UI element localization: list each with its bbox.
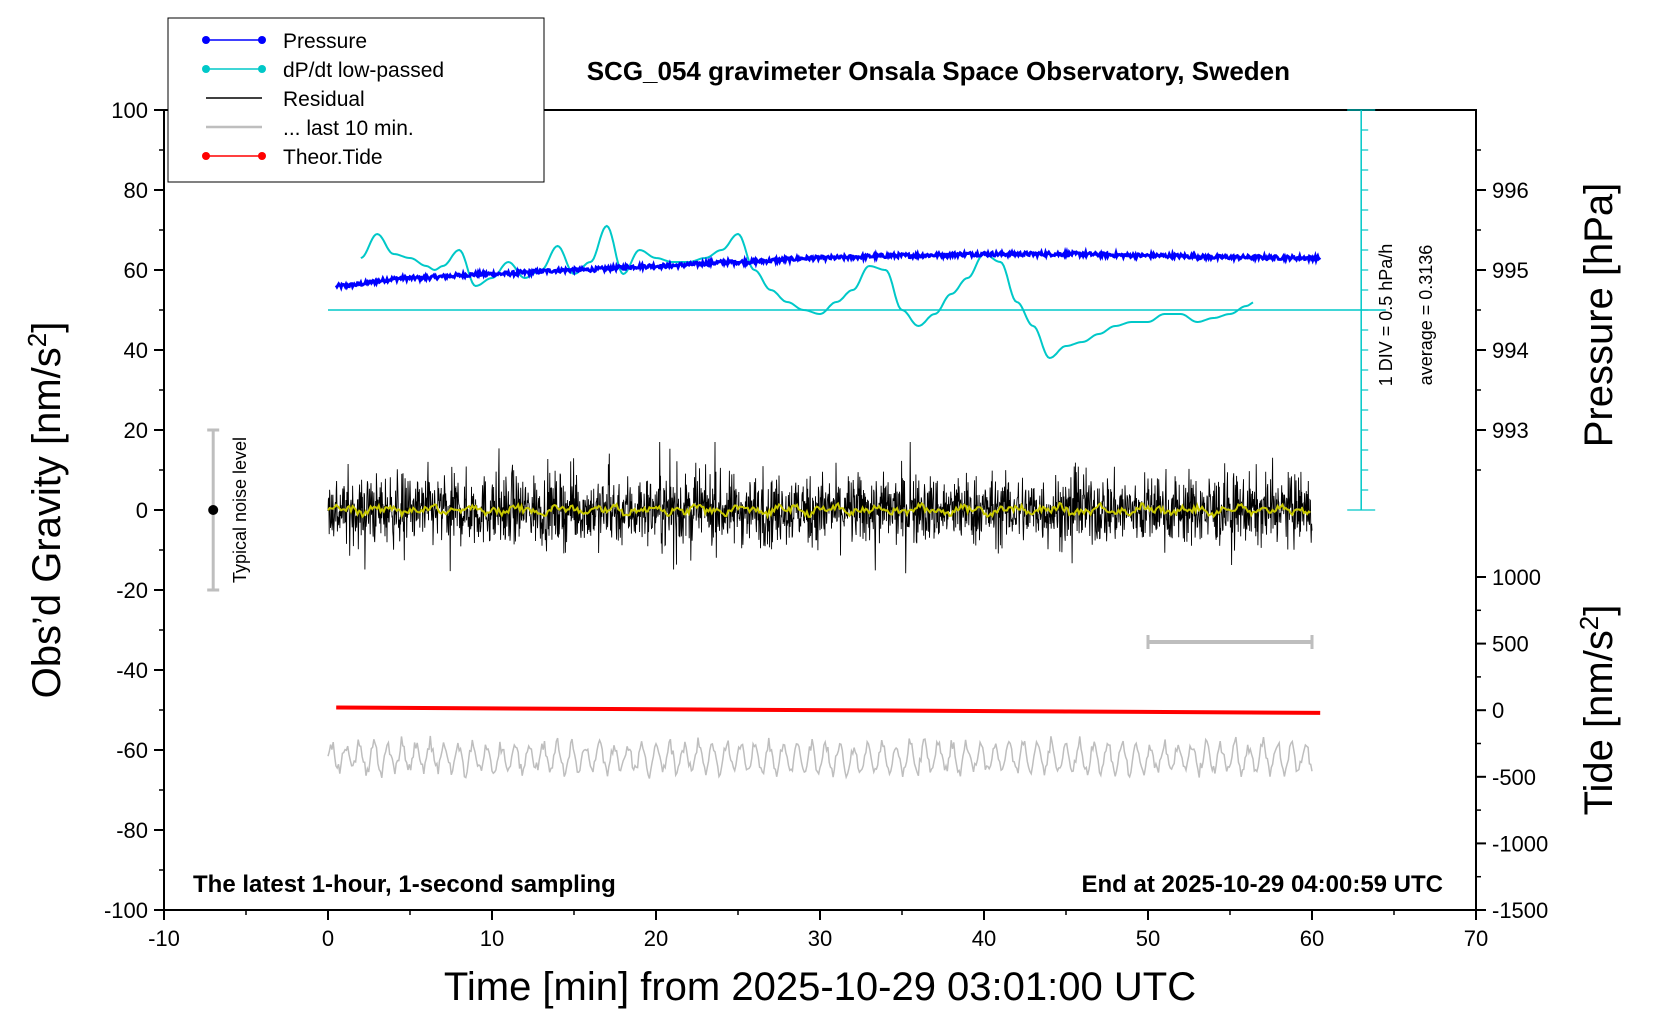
tide-tick-label: 0 — [1492, 698, 1504, 723]
x-tick-label: 40 — [972, 926, 996, 951]
y-tick-label: 60 — [124, 258, 148, 283]
tide-tick-label: -1500 — [1492, 898, 1548, 923]
x-tick-label: -10 — [148, 926, 180, 951]
y-tick-label: 80 — [124, 178, 148, 203]
average-label: average = 0.3136 — [1416, 245, 1436, 386]
x-tick-label: 10 — [480, 926, 504, 951]
note-bottom-right: End at 2025-10-29 04:00:59 UTC — [1082, 871, 1444, 898]
x-tick-label: 50 — [1136, 926, 1160, 951]
y-axis-pressure: 993 994 995 996 — [1476, 149, 1529, 471]
noise-level-label: Typical noise level — [230, 437, 250, 583]
series-dpdt — [360, 224, 1254, 360]
x-tick-label: 70 — [1464, 926, 1488, 951]
legend-label: Pressure — [283, 30, 367, 53]
noise-bar-center — [208, 505, 219, 515]
note-bottom-left: The latest 1-hour, 1-second sampling — [193, 871, 616, 898]
pressure-tick-label: 995 — [1492, 258, 1529, 283]
series-residual-lowpass — [327, 501, 1311, 520]
legend-label: Theor.Tide — [283, 146, 383, 169]
legend-label: dP/dt low-passed — [283, 59, 444, 82]
legend-box — [167, 17, 545, 183]
tide-tick-label: 500 — [1492, 632, 1529, 657]
pressure-tick-label: 993 — [1492, 418, 1529, 443]
tide-tick-label: 1000 — [1492, 565, 1541, 590]
y-tick-label: -20 — [116, 578, 148, 603]
y-tick-label: -60 — [116, 738, 148, 763]
div-scale-label: 1 DIV = 0.5 hPa/h — [1376, 244, 1396, 387]
series-residual — [327, 441, 1313, 574]
legend-marker — [202, 36, 210, 44]
y-axis-tide-title-sup: 2 — [1574, 616, 1604, 630]
legend-marker — [202, 65, 210, 73]
x-tick-label: 0 — [322, 926, 334, 951]
y-axis-left-title: Obs’d Gravity [nm/s2] — [22, 322, 69, 699]
pressure-tick-label: 996 — [1492, 178, 1529, 203]
series-last10 — [327, 735, 1313, 780]
tide-tick-label: -500 — [1492, 765, 1536, 790]
y-tick-label: -80 — [116, 818, 148, 843]
chart-title: SCG_054 gravimeter Onsala Space Observat… — [587, 56, 1290, 86]
x-tick-label: 60 — [1300, 926, 1324, 951]
legend-marker — [202, 152, 210, 160]
y-tick-label: 100 — [111, 98, 148, 123]
legend-marker — [258, 36, 266, 44]
x-axis: -10 0 10 20 30 40 50 60 70 — [148, 910, 1488, 951]
legend-marker — [258, 65, 266, 73]
legend-label: Residual — [283, 88, 365, 111]
y-axis-left: -100 -80 -60 -40 -20 0 20 40 60 80 100 — [104, 98, 164, 923]
series-tide — [336, 705, 1321, 715]
y-axis-tide: -1500 -1000 -500 0 500 1000 — [1476, 565, 1548, 923]
y-tick-label: -100 — [104, 898, 148, 923]
series-group — [207, 109, 1386, 780]
y-axis-left-title-sup: 2 — [22, 333, 52, 347]
legend: Pressure dP/dt low-passed Residual ... last… — [167, 17, 545, 183]
y-tick-label: 20 — [124, 418, 148, 443]
y-tick-label: 40 — [124, 338, 148, 363]
y-tick-label: 0 — [136, 498, 148, 523]
tide-tick-label: -1000 — [1492, 831, 1548, 856]
x-tick-label: 30 — [808, 926, 832, 951]
pressure-tick-label: 994 — [1492, 338, 1529, 363]
series-pressure — [334, 246, 1322, 292]
y-tick-label: -40 — [116, 658, 148, 683]
legend-label: ... last 10 min. — [283, 117, 414, 140]
legend-marker — [258, 152, 266, 160]
x-axis-title: Time [min] from 2025-10-29 03:01:00 UTC — [444, 965, 1196, 1009]
x-tick-label: 20 — [644, 926, 668, 951]
y-axis-pressure-title: Pressure [hPa] — [1577, 183, 1621, 448]
y-axis-tide-title: Tide [nm/s2] — [1574, 605, 1621, 816]
